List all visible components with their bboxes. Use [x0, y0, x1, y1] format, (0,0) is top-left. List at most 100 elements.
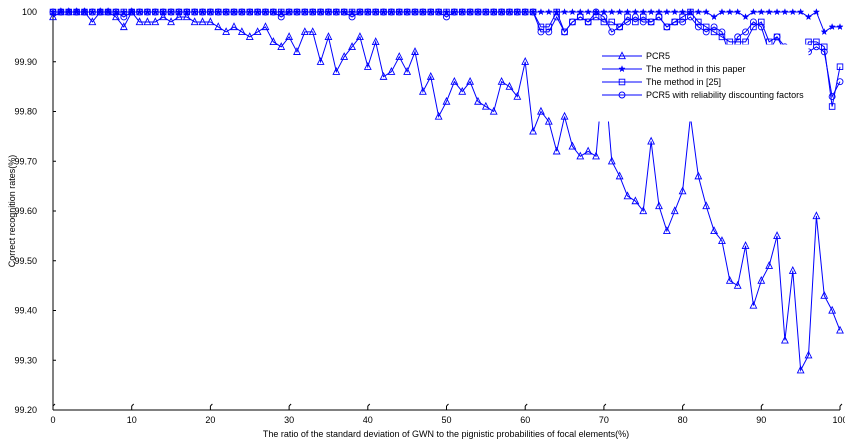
data-point	[537, 28, 545, 36]
data-point	[560, 111, 569, 120]
data-point	[749, 18, 757, 26]
x-axis-label: The ratio of the standard deviation of G…	[263, 429, 629, 439]
data-point	[88, 8, 96, 16]
data-point	[206, 17, 215, 26]
data-point	[765, 8, 773, 16]
data-point	[427, 8, 435, 16]
data-point	[474, 8, 482, 16]
data-point	[718, 8, 726, 16]
data-point	[584, 146, 593, 155]
data-point	[608, 8, 616, 16]
data-point	[639, 206, 648, 215]
x-tick-label: 10	[127, 415, 137, 425]
data-point	[490, 8, 498, 16]
data-point	[750, 23, 757, 31]
data-point	[545, 8, 553, 16]
data-point	[73, 8, 81, 16]
data-point	[151, 17, 160, 26]
data-point	[592, 8, 600, 16]
data-point	[820, 290, 829, 299]
x-tick-label: 80	[678, 415, 688, 425]
data-point	[836, 63, 844, 70]
data-point	[458, 8, 466, 16]
data-point	[380, 8, 387, 16]
data-point	[671, 18, 679, 26]
series-triangle	[49, 7, 844, 374]
data-point	[687, 8, 694, 16]
data-point	[135, 17, 144, 26]
data-point	[695, 18, 702, 26]
data-point	[584, 18, 592, 26]
data-point	[702, 23, 710, 31]
data-point	[702, 28, 710, 36]
y-tick-label: 99.40	[14, 306, 37, 316]
data-point	[340, 52, 349, 60]
data-point	[568, 18, 576, 26]
data-point	[568, 141, 577, 150]
data-point	[285, 32, 294, 41]
data-point	[442, 96, 451, 105]
data-point	[828, 93, 836, 101]
data-point	[285, 8, 293, 16]
data-point	[616, 23, 624, 31]
data-point	[631, 196, 640, 205]
data-point	[57, 8, 65, 16]
data-point	[191, 8, 199, 16]
data-point	[560, 8, 569, 16]
data-point	[269, 8, 277, 16]
data-point	[395, 52, 404, 60]
data-point	[552, 146, 561, 155]
data-point	[371, 37, 380, 45]
data-point	[159, 8, 167, 16]
data-point	[576, 151, 585, 160]
data-point	[639, 18, 647, 26]
data-point	[734, 33, 742, 41]
data-point	[175, 8, 183, 16]
data-point	[253, 27, 262, 36]
data-point	[836, 78, 844, 86]
data-point	[836, 22, 844, 31]
data-point	[765, 261, 774, 269]
data-point	[230, 22, 238, 31]
legend-marker	[618, 78, 626, 86]
data-point	[679, 18, 687, 26]
data-point	[608, 28, 616, 36]
data-point	[608, 18, 616, 26]
data-point	[733, 8, 742, 16]
data-point	[678, 186, 687, 195]
data-point	[788, 265, 797, 274]
data-point	[120, 8, 128, 16]
data-point	[812, 43, 820, 51]
data-point	[694, 8, 703, 16]
data-point	[757, 23, 765, 31]
data-point	[222, 27, 231, 36]
data-point	[537, 23, 545, 31]
data-point	[112, 12, 120, 21]
data-point	[482, 8, 490, 16]
data-point	[411, 8, 419, 16]
data-point	[481, 101, 490, 110]
data-point	[466, 76, 475, 85]
data-point	[773, 8, 781, 16]
data-point	[418, 86, 427, 95]
data-point	[710, 226, 719, 235]
data-point	[553, 13, 561, 21]
data-point	[49, 12, 57, 21]
data-point	[663, 8, 671, 16]
data-point	[356, 8, 364, 16]
data-point	[387, 8, 395, 16]
x-tick-mark-cap	[131, 403, 135, 407]
y-tick-label: 99.30	[14, 355, 37, 365]
data-point	[49, 8, 57, 16]
data-point	[820, 27, 829, 36]
data-point	[458, 86, 467, 95]
data-point	[151, 8, 159, 16]
x-tick-mark-cap	[760, 403, 764, 407]
x-tick-label: 30	[284, 415, 294, 425]
data-point	[443, 13, 450, 21]
legend: PCR5 The method in this paper The method i…	[595, 44, 809, 122]
data-point	[348, 8, 356, 16]
data-point	[308, 27, 317, 36]
x-tick-label: 90	[756, 415, 766, 425]
